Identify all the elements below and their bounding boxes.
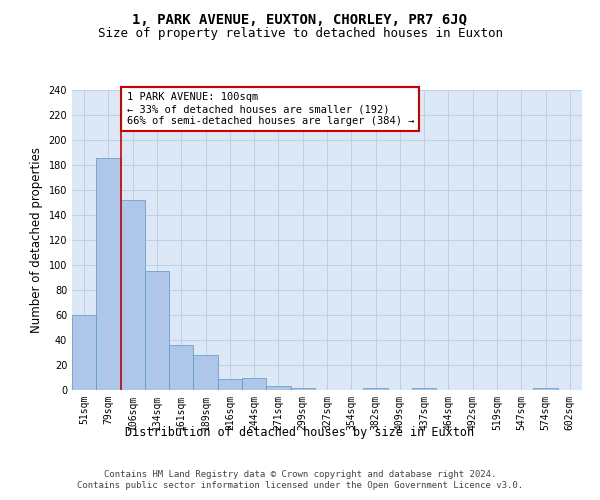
Bar (242, 378, 266, 390)
Bar (412, 388, 436, 390)
Bar (533, 388, 558, 390)
Text: Size of property relative to detached houses in Euxton: Size of property relative to detached ho… (97, 28, 503, 40)
Y-axis label: Number of detached properties: Number of detached properties (30, 147, 43, 333)
Bar (290, 388, 315, 390)
Text: 1 PARK AVENUE: 100sqm
← 33% of detached houses are smaller (192)
66% of semi-det: 1 PARK AVENUE: 100sqm ← 33% of detached … (127, 92, 414, 126)
Bar (169, 345, 193, 390)
Bar (96, 158, 121, 390)
Bar (266, 386, 290, 390)
Bar (72, 315, 96, 390)
Text: Distribution of detached houses by size in Euxton: Distribution of detached houses by size … (125, 426, 475, 439)
Bar (364, 388, 388, 390)
Bar (145, 271, 169, 390)
Bar (218, 379, 242, 390)
Bar (121, 200, 145, 390)
Text: 1, PARK AVENUE, EUXTON, CHORLEY, PR7 6JQ: 1, PARK AVENUE, EUXTON, CHORLEY, PR7 6JQ (133, 12, 467, 26)
Text: Contains HM Land Registry data © Crown copyright and database right 2024.
Contai: Contains HM Land Registry data © Crown c… (77, 470, 523, 490)
Bar (193, 355, 218, 390)
